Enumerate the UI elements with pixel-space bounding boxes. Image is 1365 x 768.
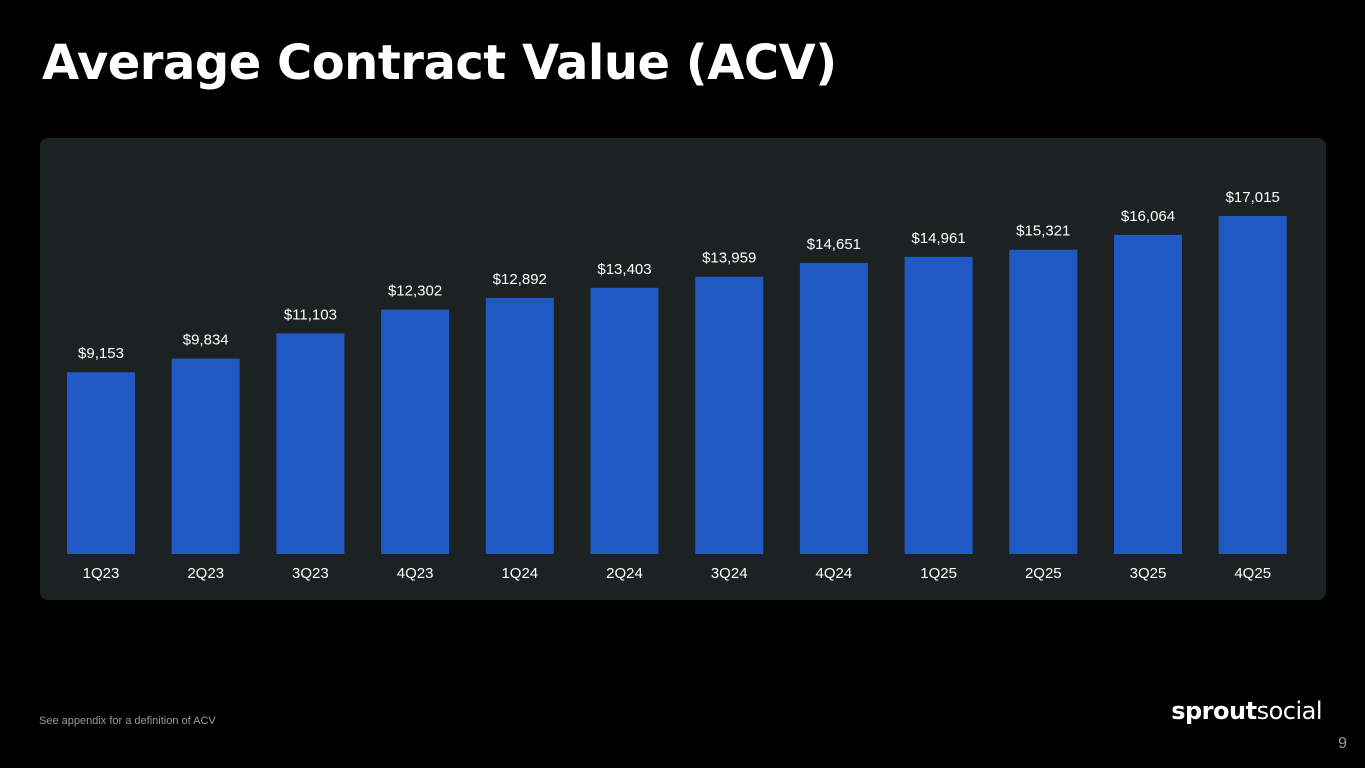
bar-4q23	[381, 309, 450, 554]
value-label-1q24: $12,892	[493, 271, 547, 288]
bar-4q24	[799, 263, 868, 554]
category-label-2q23: 2Q23	[187, 565, 224, 582]
sprout-social-logo: sproutsocial	[1171, 695, 1322, 727]
category-label-1q23: 1Q23	[83, 565, 120, 582]
category-label-1q25: 1Q25	[920, 565, 957, 582]
value-label-4q25: $17,015	[1226, 189, 1280, 206]
bar-2q23	[171, 358, 240, 554]
bar-4q25	[1218, 216, 1287, 554]
page-number: 9	[1338, 735, 1347, 752]
category-label-2q24: 2Q24	[606, 565, 643, 582]
bar-1q25	[904, 256, 973, 554]
acv-bar-chart: $9,153 1Q23 $9,834 2Q23 $11,103 3Q23 $12,302 4Q…	[67, 189, 1287, 582]
chart-panel: $9,153 1Q23 $9,834 2Q23 $11,103 3Q23 $12,302 4Q…	[40, 138, 1326, 600]
logo-text-bold: sprout	[1171, 697, 1257, 725]
category-label-3q24: 3Q24	[711, 565, 748, 582]
category-label-4q23: 4Q23	[397, 565, 434, 582]
value-label-3q23: $11,103	[284, 306, 337, 323]
bar-1q23	[67, 372, 135, 554]
value-label-2q25: $15,321	[1016, 223, 1070, 240]
category-label-3q23: 3Q23	[292, 565, 329, 582]
category-label-1q24: 1Q24	[501, 565, 538, 582]
footnote: See appendix for a definition of ACV	[39, 715, 216, 727]
category-label-2q25: 2Q25	[1025, 565, 1062, 582]
bar-2q24	[590, 287, 659, 554]
value-label-4q23: $12,302	[388, 283, 442, 300]
bar-3q25	[1114, 234, 1182, 554]
slide-title: Average Contract Value (ACV)	[42, 35, 837, 91]
category-label-4q25: 4Q25	[1234, 565, 1271, 582]
bar-1q24	[485, 297, 554, 554]
bar-2q25	[1009, 249, 1078, 554]
value-label-3q25: $16,064	[1121, 208, 1175, 225]
value-label-4q24: $14,651	[807, 236, 861, 253]
bar-3q23	[276, 333, 345, 554]
bar-3q24	[695, 276, 764, 554]
logo-text-light: social	[1256, 697, 1323, 725]
category-label-4q24: 4Q24	[816, 565, 853, 582]
value-label-2q24: $13,403	[597, 261, 651, 278]
category-label-3q25: 3Q25	[1130, 565, 1167, 582]
value-label-1q25: $14,961	[911, 230, 965, 247]
value-label-3q24: $13,959	[702, 250, 756, 267]
value-label-2q23: $9,834	[183, 332, 229, 349]
value-label-1q23: $9,153	[78, 345, 124, 362]
